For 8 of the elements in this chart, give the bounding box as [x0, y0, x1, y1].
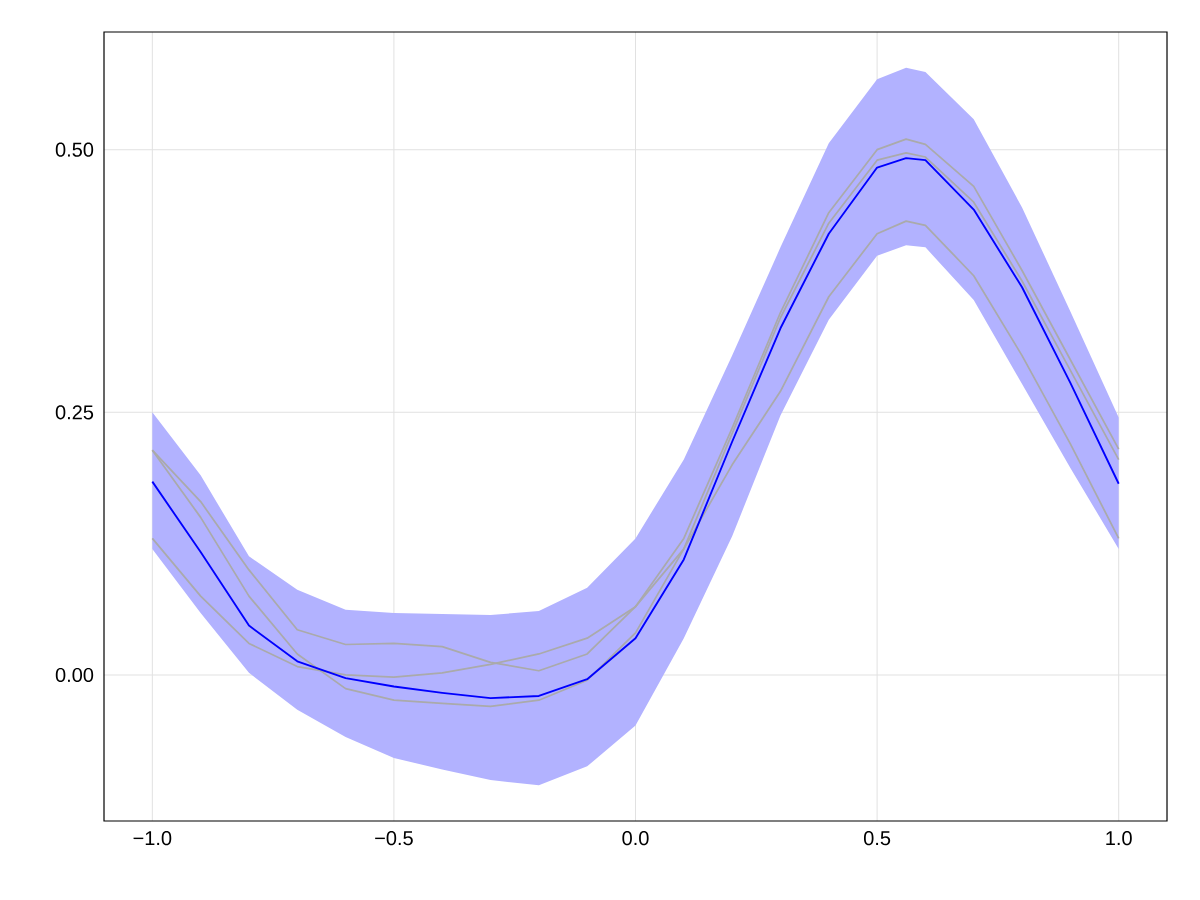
x-tick-label: −1.0 — [133, 831, 172, 846]
y-tick-label: 0.50 — [55, 142, 94, 157]
x-tick-label: −0.5 — [375, 831, 413, 846]
x-tick-label: 0.5 — [863, 831, 891, 846]
x-tick-label: 0.0 — [622, 831, 649, 846]
y-tick-label: 0.00 — [55, 667, 94, 683]
y-tick-label: 0.25 — [55, 405, 94, 420]
x-tick-label: 1.0 — [1106, 831, 1132, 846]
